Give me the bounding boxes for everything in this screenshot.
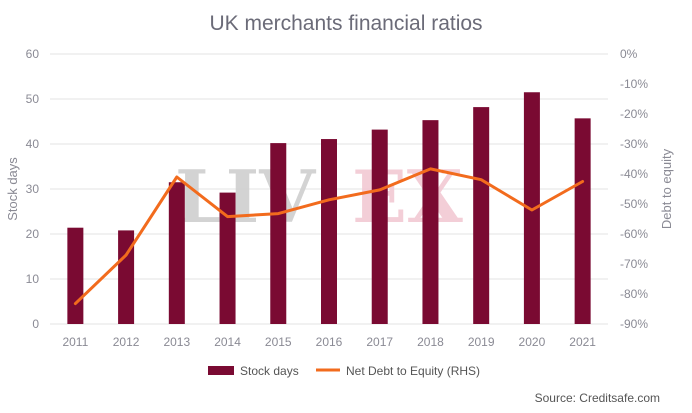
right-axis-title: Debt to equity — [659, 148, 674, 229]
legend-swatch-stock-days — [208, 366, 234, 375]
left-tick-label: 50 — [26, 92, 40, 106]
bar-stock-days — [574, 118, 591, 324]
bar-stock-days — [118, 230, 135, 324]
right-tick-label: -90% — [620, 317, 648, 331]
right-tick-label: -60% — [620, 227, 648, 241]
x-tick-label: 2018 — [417, 335, 444, 349]
line-series-debt-to-equity — [73, 167, 585, 306]
source-note: Source: Creditsafe.com — [535, 391, 660, 405]
watermark-liv-text: LIV — [175, 154, 316, 239]
bar-stock-days — [168, 182, 185, 324]
watermark-ex-text: EX — [352, 154, 463, 239]
right-tick-label: -20% — [620, 107, 648, 121]
left-tick-label: 20 — [26, 227, 40, 241]
bar-stock-days — [473, 107, 490, 324]
right-tick-label: -10% — [620, 77, 648, 91]
x-tick-label: 2014 — [214, 335, 241, 349]
x-axis-ticks: 2011 2012 2013 2014 2015 2016 2017 2018 2019 2020… — [62, 335, 596, 349]
x-tick-label: 2015 — [265, 335, 292, 349]
left-tick-label: 30 — [26, 182, 40, 196]
x-tick-label: 2016 — [316, 335, 343, 349]
bar-stock-days — [219, 192, 236, 324]
x-tick-label: 2012 — [113, 335, 140, 349]
right-tick-label: -70% — [620, 257, 648, 271]
bar-series-stock-days — [67, 92, 591, 325]
left-tick-label: 60 — [26, 47, 40, 61]
bar-stock-days — [523, 92, 540, 324]
right-tick-label: -40% — [620, 167, 648, 181]
x-tick-label: 2019 — [468, 335, 495, 349]
bar-stock-days — [67, 227, 84, 324]
x-tick-label: 2020 — [519, 335, 546, 349]
left-axis-title: Stock days — [5, 157, 20, 221]
right-tick-label: 0% — [620, 47, 638, 61]
x-tick-label: 2021 — [569, 335, 596, 349]
x-tick-label: 2011 — [62, 335, 88, 349]
line-debt-to-equity — [73, 167, 585, 306]
right-tick-label: -80% — [620, 287, 648, 301]
left-tick-label: 10 — [26, 272, 40, 286]
left-tick-label: 40 — [26, 137, 40, 151]
left-tick-label: 0 — [32, 317, 39, 331]
left-axis-ticks: 0 10 20 30 40 50 60 — [26, 47, 40, 331]
legend: Stock days Net Debt to Equity (RHS) — [208, 364, 480, 378]
right-tick-label: -50% — [620, 197, 648, 211]
bar-stock-days — [321, 139, 337, 324]
chart-title: UK merchants financial ratios — [209, 12, 482, 35]
bar-stock-days — [270, 143, 287, 324]
x-tick-label: 2013 — [163, 335, 190, 349]
x-tick-label: 2017 — [366, 335, 393, 349]
legend-label-stock-days: Stock days — [240, 364, 299, 378]
bar-stock-days — [371, 129, 388, 324]
right-axis-ticks: 0% -10% -20% -30% -40% -50% -60% -70% -80% -90% — [620, 47, 648, 331]
liv-ex-watermark: LIV EX — [175, 154, 463, 239]
legend-label-debt-to-equity: Net Debt to Equity (RHS) — [346, 364, 480, 378]
right-tick-label: -30% — [620, 137, 648, 151]
bar-stock-days — [422, 120, 439, 325]
